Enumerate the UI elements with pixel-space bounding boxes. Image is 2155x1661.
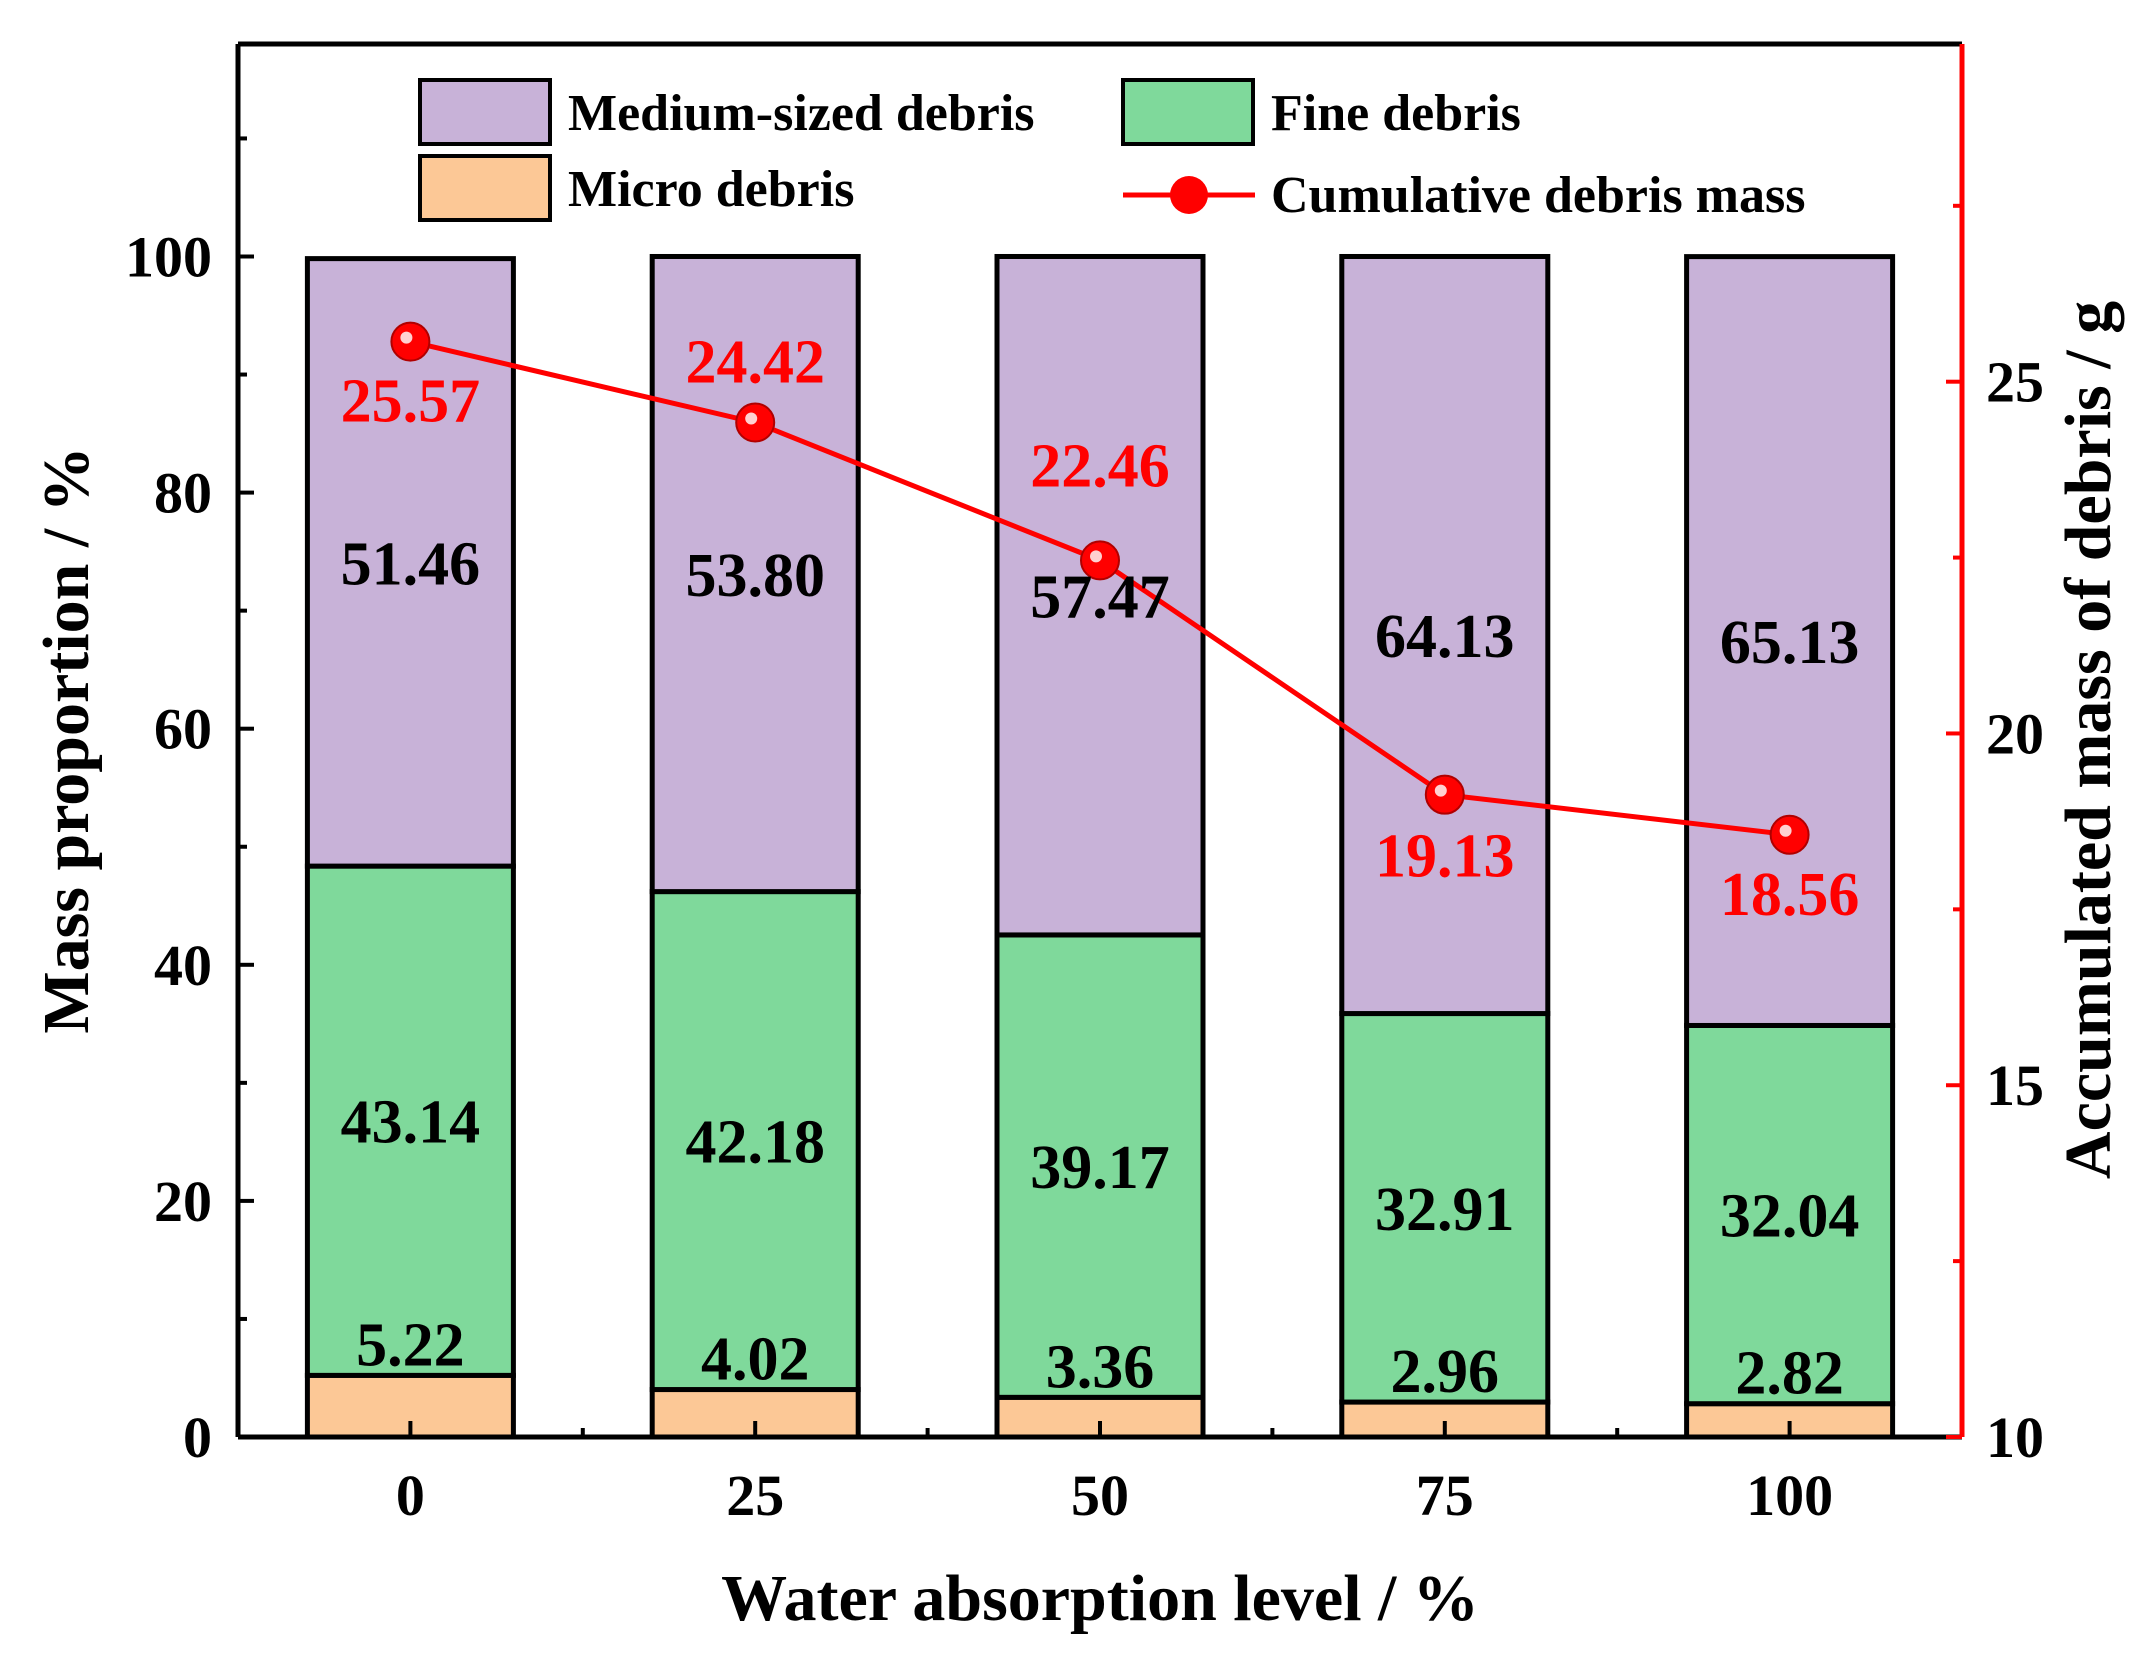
y-tick-label-100: 100 (125, 224, 212, 289)
bar-label-medium-sized-debris-75: 64.13 (1375, 603, 1515, 671)
x-tick-label-100: 100 (1746, 1463, 1833, 1528)
bar-label-medium-sized-debris-25: 53.80 (685, 542, 825, 610)
point-highlight-100 (1779, 824, 1792, 837)
x-tick-label-75: 75 (1416, 1463, 1474, 1528)
legend: Medium-sized debris Fine debris Micro debr… (418, 78, 1805, 224)
bar-fine-debris-50 (994, 932, 1206, 1400)
y2-tick-label-25: 25 (1986, 350, 2044, 415)
bar-label-micro-debris-50: 3.36 (1046, 1333, 1155, 1401)
axes-layer: 0 20 40 60 80 100 10 15 20 25 0 25 50 75 100 Water abso… (30, 41, 2125, 1635)
legend-swatch-fine-debris (1121, 78, 1255, 146)
x-tick-label-25: 25 (726, 1463, 784, 1528)
bar-label-micro-debris-25: 4.02 (701, 1326, 810, 1394)
line-label-75: 19.13 (1375, 823, 1515, 891)
bar-fine-debris-100 (1684, 1022, 1896, 1407)
x-axis-title: Water absorption level / % (721, 1562, 1479, 1635)
y-tick-label-20: 20 (154, 1169, 212, 1234)
point-highlight-75 (1434, 784, 1447, 797)
bars-layer (304, 253, 1896, 1440)
point-highlight-0 (400, 331, 413, 344)
labels-layer: 5.22 4.02 3.36 2.96 2.82 43.14 42.18 39.17 32.91… (341, 329, 1860, 1408)
legend-label-fine-debris: Fine debris (1271, 85, 1521, 142)
bar-medium-sized-debris-75 (1339, 253, 1551, 1017)
x-tick-label-0: 0 (396, 1463, 425, 1528)
legend-swatch-marker-cumulative-debris-mass (1170, 176, 1208, 214)
y-tick-label-0: 0 (183, 1405, 212, 1470)
y-tick-label-80: 80 (154, 461, 212, 526)
bar-fine-debris-0 (304, 863, 516, 1378)
point-highlight-25 (745, 412, 758, 425)
y-tick-label-60: 60 (154, 697, 212, 762)
bar-fine-debris-75 (1339, 1011, 1551, 1405)
bar-medium-sized-debris-25 (649, 253, 861, 895)
bar-label-fine-debris-0: 43.14 (341, 1089, 481, 1157)
y2-axis-title: Accumulated mass of debris / g (2052, 301, 2125, 1179)
bar-label-medium-sized-debris-100: 65.13 (1720, 609, 1860, 677)
legend-swatch-medium-sized-debris (418, 78, 552, 146)
bar-label-fine-debris-25: 42.18 (685, 1109, 825, 1177)
bar-label-micro-debris-0: 5.22 (356, 1311, 465, 1379)
bar-fine-debris-25 (649, 889, 861, 1393)
bar-label-fine-debris-50: 39.17 (1030, 1134, 1170, 1202)
legend-label-medium-sized-debris: Medium-sized debris (568, 85, 1035, 142)
bar-label-micro-debris-75: 2.96 (1391, 1338, 1500, 1406)
bar-medium-sized-debris-50 (994, 253, 1206, 938)
bar-label-medium-sized-debris-50: 57.47 (1030, 564, 1170, 632)
bar-label-medium-sized-debris-0: 51.46 (341, 530, 481, 598)
point-highlight-50 (1090, 550, 1102, 563)
line-label-50: 22.46 (1030, 432, 1170, 500)
y2-tick-label-20: 20 (1986, 701, 2044, 766)
line-label-25: 24.42 (685, 329, 825, 397)
bar-medium-sized-debris-100 (1684, 254, 1896, 1028)
bar-label-micro-debris-100: 2.82 (1735, 1340, 1844, 1408)
legend-swatch-micro-debris (418, 154, 552, 222)
legend-label-micro-debris: Micro debris (568, 161, 854, 218)
y-axis-title: Mass proportion / % (30, 446, 103, 1033)
line-label-100: 18.56 (1720, 861, 1860, 929)
bar-label-fine-debris-75: 32.91 (1375, 1176, 1515, 1244)
line-layer (390, 321, 1810, 855)
y2-tick-label-15: 15 (1986, 1053, 2044, 1118)
y2-tick-label-10: 10 (1986, 1405, 2044, 1470)
legend-label-cumulative-debris-mass: Cumulative debris mass (1271, 167, 1805, 224)
bar-label-fine-debris-100: 32.04 (1720, 1183, 1860, 1251)
x-tick-label-50: 50 (1071, 1463, 1129, 1528)
y-tick-label-40: 40 (154, 933, 212, 998)
line-label-0: 25.57 (341, 368, 481, 436)
